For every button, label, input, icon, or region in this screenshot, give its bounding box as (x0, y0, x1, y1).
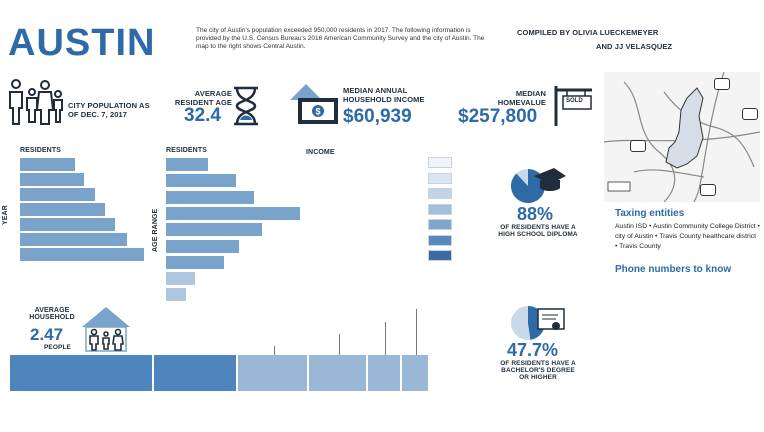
highway-shield (700, 184, 716, 196)
highway-shield (630, 140, 646, 152)
age-label: AVERAGE RESIDENT AGE (174, 89, 232, 107)
taxing-title: Taxing entities (615, 208, 685, 219)
population-bar (20, 173, 84, 186)
income-swatch (428, 219, 452, 230)
household-icon (82, 307, 130, 352)
age-bar (166, 288, 186, 302)
income-chart (312, 157, 462, 268)
diploma-icon (537, 308, 565, 330)
population-axis-label: YEAR (2, 205, 9, 225)
household-segment (237, 355, 310, 391)
house-money-icon: $ (290, 84, 338, 124)
sold-sign-icon (554, 86, 592, 126)
population-bar (20, 218, 115, 231)
pie-slice (510, 169, 545, 203)
ba-value: 47.7% (507, 340, 559, 360)
household-unit: PEOPLE (44, 344, 71, 351)
household-segment (309, 355, 368, 391)
age-value: 32.4 (184, 105, 221, 126)
household-leader-line (338, 334, 340, 355)
age-bar (166, 239, 239, 253)
map-labels (604, 72, 760, 202)
income-swatch (428, 203, 452, 215)
svg-text:$: $ (315, 107, 320, 117)
household-leader-line (415, 309, 417, 355)
age-chart (166, 158, 302, 308)
hs-value: 88% (517, 204, 554, 224)
bachelor-pie (511, 306, 565, 340)
population-label: CITY POPULATION AS OF DEC. 7, 2017 (68, 101, 150, 119)
household-segment (10, 355, 154, 391)
family-icon (9, 79, 63, 125)
hs-label: OF RESIDENTS HAVE A HIGH SCHOOL DIPLOMA (498, 224, 578, 238)
population-bar (20, 248, 144, 261)
high-school-pie (510, 168, 566, 203)
income-swatch (428, 172, 452, 184)
income-swatch (428, 188, 452, 199)
central-austin-map[interactable] (604, 72, 760, 202)
household-segment (153, 355, 238, 391)
ba-label: OF RESIDENTS HAVE A BACHELOR'S DEGREE OR… (500, 360, 576, 381)
income-value: $60,939 (343, 106, 412, 127)
home-label: MEDIAN HOMEVALUE (497, 89, 546, 107)
household-segment (401, 355, 430, 391)
sold-sign-text: SOLD (566, 98, 583, 104)
income-swatch (428, 234, 452, 246)
age-bar (166, 223, 262, 237)
age-bar (166, 174, 236, 188)
household-leader-line (384, 322, 386, 355)
age-bar (166, 158, 208, 171)
household-leader-line (273, 346, 275, 355)
age-bar (166, 206, 300, 220)
highway-shield (742, 108, 758, 120)
household-segment (367, 355, 402, 391)
population-bar (20, 188, 95, 201)
taxing-text: Austin ISD • Austin Community College Di… (615, 223, 760, 250)
age-chart-header: RESIDENTS (166, 147, 207, 154)
population-bar (20, 203, 105, 216)
household-value: 2.47 (30, 325, 64, 344)
income-swatch (428, 157, 452, 168)
graduation-cap-icon (534, 168, 566, 191)
credit-line-1: COMPILED BY OLIVIA LUECKEMEYER (517, 28, 659, 37)
phones-title: Phone numbers to know (615, 264, 732, 275)
population-bar (20, 158, 75, 171)
credit-line-2: AND JJ VELASQUEZ (596, 42, 673, 51)
household-composition-bar (10, 0, 432, 432)
page-title: AUSTIN (8, 22, 156, 64)
population-bar (20, 233, 127, 246)
age-bar (166, 255, 224, 269)
income-swatch (428, 250, 452, 261)
age-bar (166, 190, 254, 204)
highway-shield (714, 78, 730, 90)
population-chart-header: RESIDENTS (20, 147, 61, 154)
home-value: $257,800 (458, 106, 538, 127)
age-bar (166, 272, 195, 286)
income-chart-header: INCOME (306, 149, 335, 156)
hourglass-icon (234, 86, 258, 126)
population-chart (20, 158, 145, 278)
income-label: MEDIAN ANNUAL HOUSEHOLD INCOME (343, 86, 425, 104)
intro-text: The city of Austin's population exceeded… (196, 27, 485, 51)
household-label: AVERAGE HOUSEHOLD (29, 307, 75, 321)
